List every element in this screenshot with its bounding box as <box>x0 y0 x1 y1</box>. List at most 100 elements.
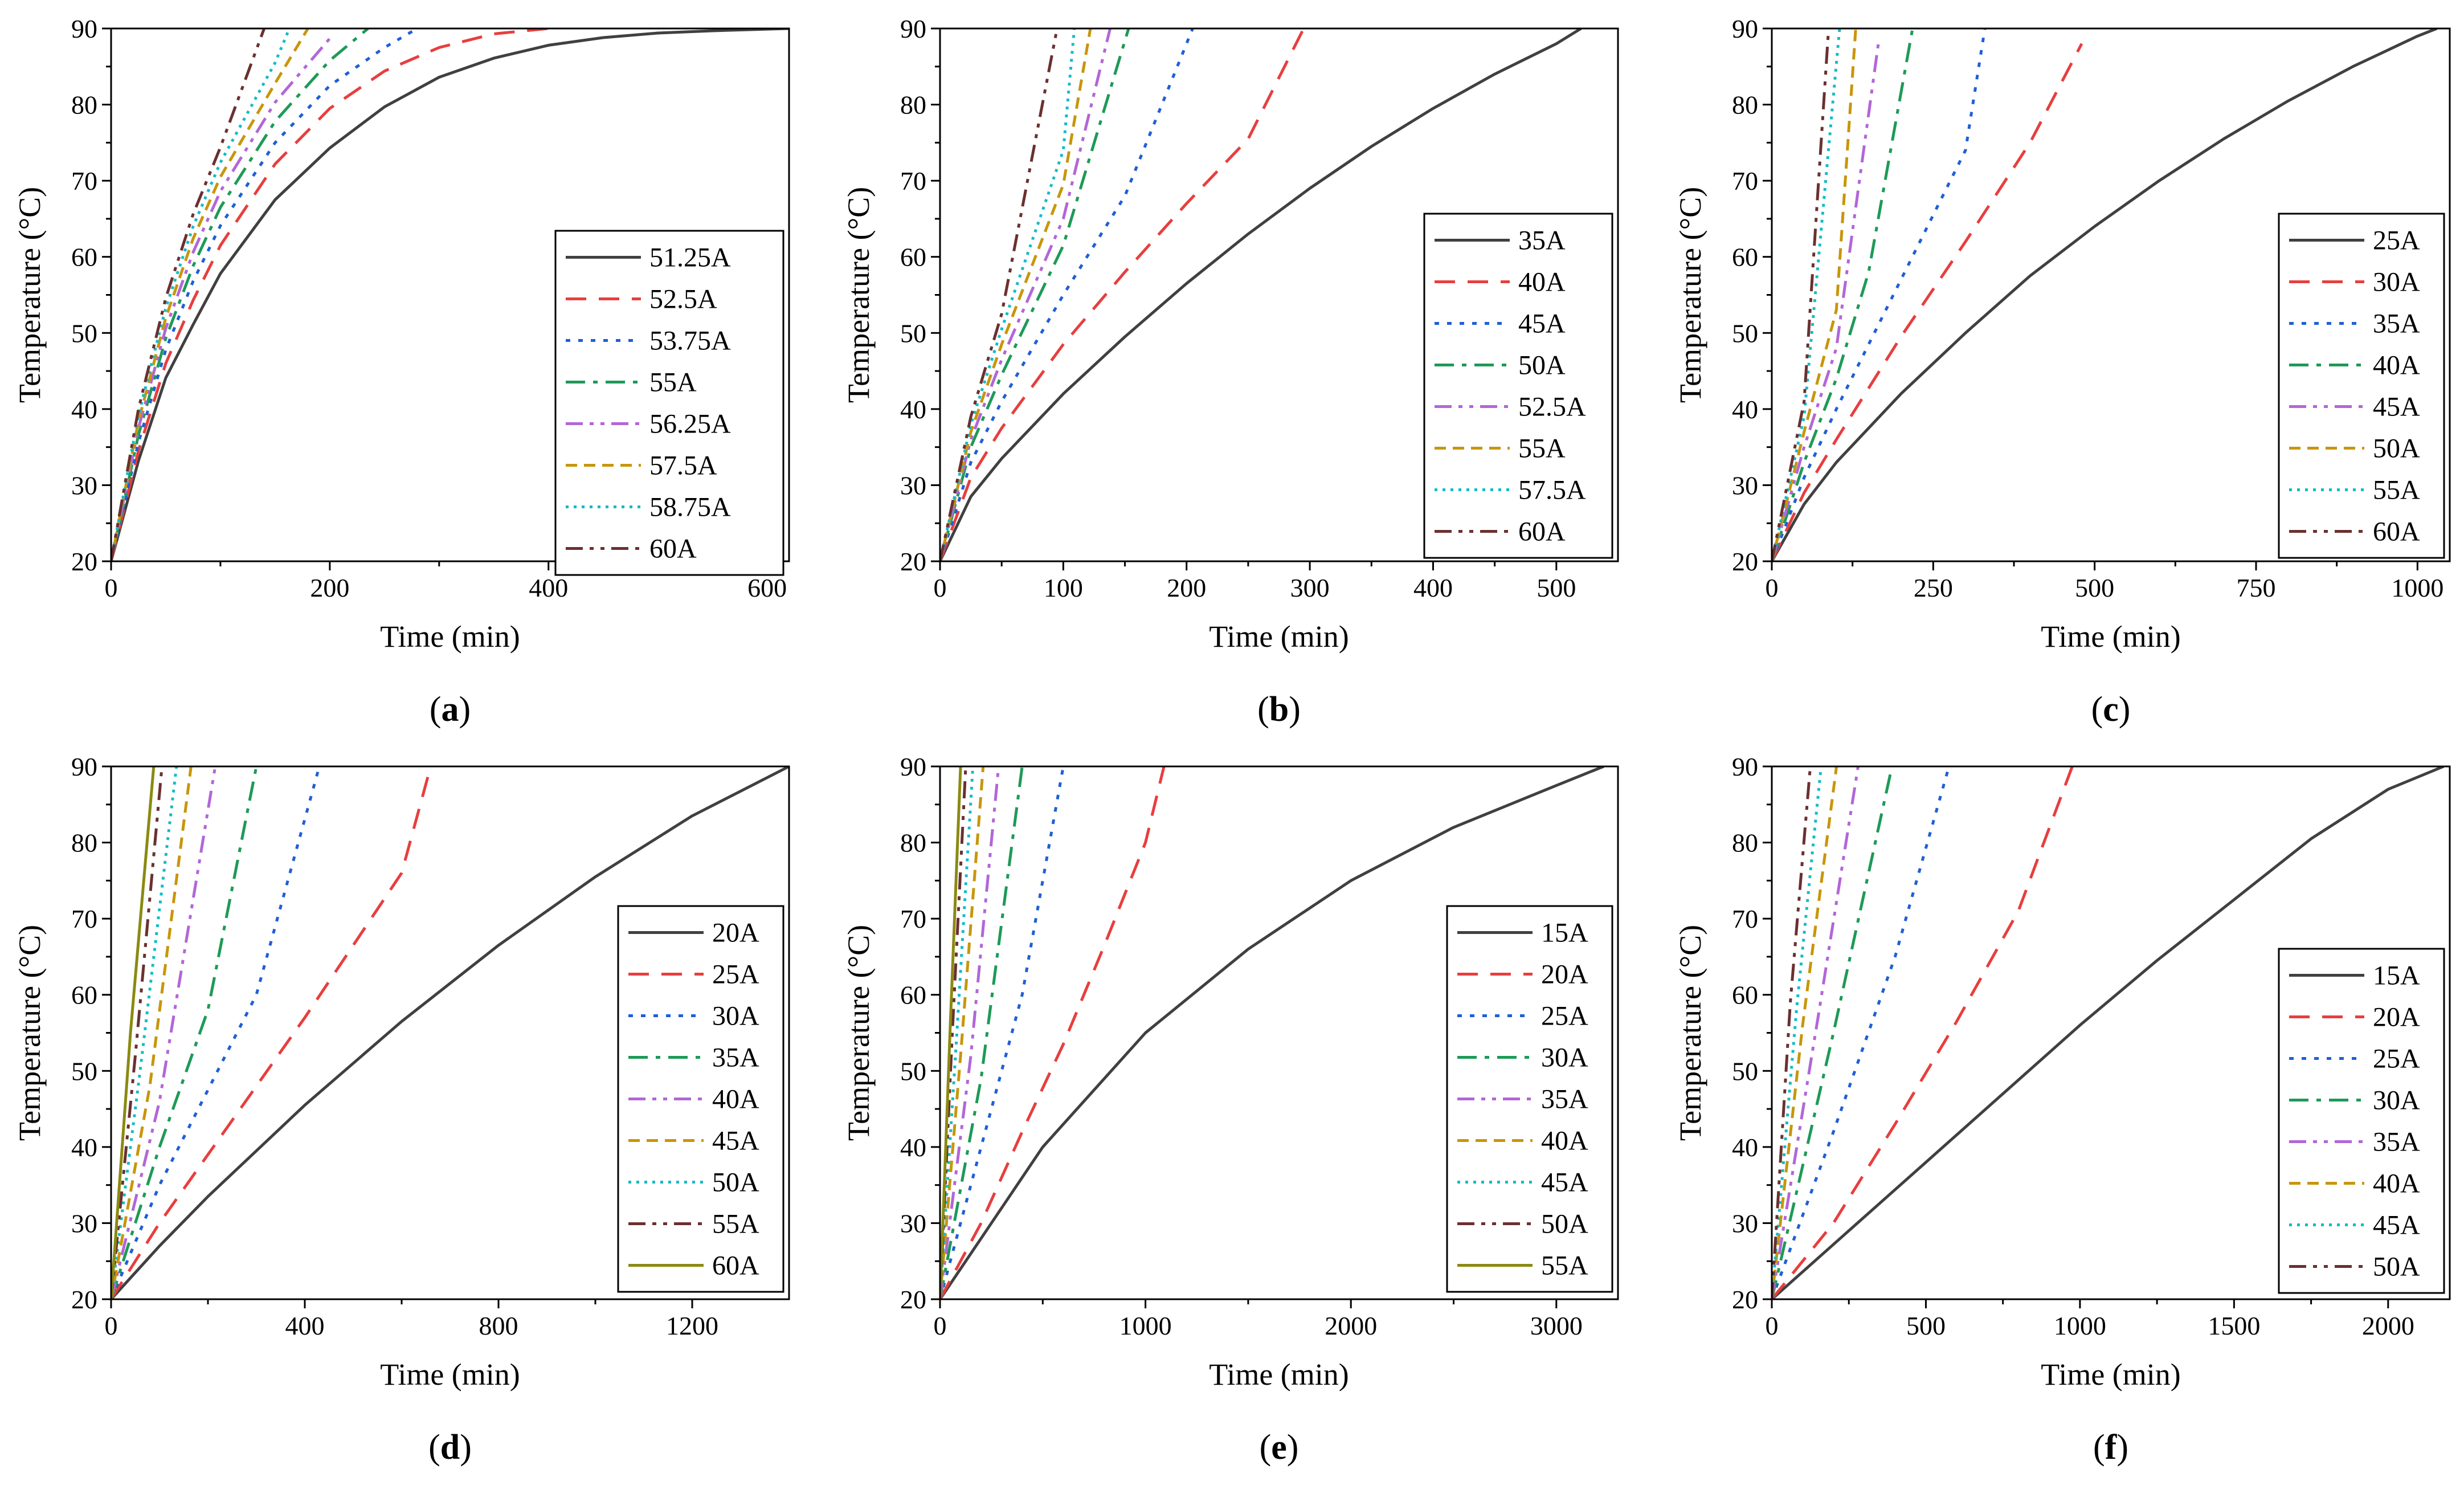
series-line-50A <box>111 766 178 1299</box>
x-tick-label: 400 <box>285 1311 325 1340</box>
panel-label-open: ( <box>2093 1428 2105 1467</box>
series-line-15A <box>1772 766 2445 1299</box>
series-line-55A <box>111 766 164 1299</box>
panel-label-open: ( <box>2091 690 2103 729</box>
legend-label: 50A <box>712 1168 759 1198</box>
series-line-52.5A <box>111 28 549 561</box>
y-tick-label: 30 <box>1732 471 1758 500</box>
y-tick-label: 80 <box>900 829 926 858</box>
panel-label-letter: d <box>440 1428 460 1467</box>
series-group <box>940 28 1582 561</box>
legend-label: 56.25A <box>649 409 731 439</box>
y-tick-label: 90 <box>1732 752 1758 781</box>
y-tick-label: 20 <box>900 547 926 576</box>
y-tick-label: 30 <box>1732 1209 1758 1238</box>
y-tick-label: 50 <box>1732 319 1758 348</box>
legend-box <box>2278 213 2445 559</box>
legend-label: 55A <box>649 368 697 398</box>
series-line-60A <box>940 28 1059 561</box>
y-tick-label: 30 <box>71 1209 97 1238</box>
series-line-40A <box>1772 766 1838 1299</box>
series-line-40A <box>940 766 985 1299</box>
legend-label: 45A <box>2373 392 2420 422</box>
x-tick-label: 800 <box>479 1311 518 1340</box>
x-axis-title: Time (min) <box>380 619 520 654</box>
y-tick-label: 90 <box>900 752 926 781</box>
panel-label-close: ) <box>459 690 471 729</box>
legend: 15A 20A 25A 30A 35A 40A 45A 50A 55A <box>1446 905 1613 1293</box>
x-tick-label: 750 <box>2237 573 2276 602</box>
y-tick-label: 90 <box>71 14 97 43</box>
y-tick-label: 70 <box>71 904 97 933</box>
x-axis-title: Time (min) <box>1209 1357 1349 1392</box>
legend-label: 35A <box>2373 1127 2420 1157</box>
legend-label: 45A <box>712 1126 759 1156</box>
panel-label-close: ) <box>1287 1428 1299 1467</box>
series-group <box>1772 28 2438 561</box>
series-line-53.75A <box>111 28 418 561</box>
series-line-25A <box>1772 28 2438 561</box>
panel-label: (a) <box>430 690 471 729</box>
legend-label: 58.75A <box>649 492 731 523</box>
legend-label: 40A <box>1518 267 1566 297</box>
series-group <box>1772 766 2445 1299</box>
panel-label-open: ( <box>428 1428 440 1467</box>
legend-label: 20A <box>712 918 759 948</box>
legend-label: 40A <box>2373 1169 2420 1199</box>
legend-label: 30A <box>712 1001 759 1031</box>
y-tick-label: 70 <box>900 166 926 195</box>
panel-label-open: ( <box>1260 1428 1272 1467</box>
panel-label: (e) <box>1260 1428 1299 1467</box>
panel-label: (b) <box>1257 690 1301 729</box>
y-tick-label: 60 <box>900 981 926 1010</box>
series-line-30A <box>940 766 1024 1299</box>
series-group <box>940 766 1604 1299</box>
y-tick-label: 60 <box>900 243 926 272</box>
series-line-35A <box>940 28 1582 561</box>
panel-label: (d) <box>428 1428 472 1467</box>
panel-label-letter: a <box>442 690 459 729</box>
legend-label: 40A <box>1541 1126 1588 1156</box>
y-tick-label: 20 <box>1732 1285 1758 1314</box>
y-axis-title: Temperature (°C) <box>1673 925 1707 1141</box>
y-tick-label: 20 <box>71 1285 97 1314</box>
legend-label: 25A <box>1541 1001 1588 1031</box>
series-line-55A <box>940 766 962 1299</box>
legend-label: 55A <box>1518 434 1566 464</box>
legend: 20A 25A 30A 35A 40A 45A 50A 55A 60A <box>617 905 784 1293</box>
series-line-35A <box>1772 766 1860 1299</box>
panel-label-letter: f <box>2105 1428 2118 1467</box>
y-tick-label: 90 <box>900 14 926 43</box>
legend-label: 50A <box>2373 434 2420 464</box>
legend-label: 45A <box>1541 1168 1588 1198</box>
legend-label: 30A <box>1541 1043 1588 1073</box>
x-tick-label: 3000 <box>1530 1311 1583 1340</box>
chart-panel-f: 0 500 1000 1500 2000 20 30 40 50 60 70 80 90 Time (mi… <box>1673 752 2451 1467</box>
chart-panel-c: 0 250 500 750 1000 20 30 40 50 60 70 80 90 Time (min)… <box>1673 14 2451 729</box>
y-tick-label: 20 <box>900 1285 926 1314</box>
series-line-45A <box>940 28 1194 561</box>
legend-box <box>1423 213 1613 559</box>
series-group <box>111 766 789 1299</box>
x-tick-label: 600 <box>747 573 787 602</box>
y-tick-label: 80 <box>1732 829 1758 858</box>
y-axis-title: Temperature (°C) <box>841 187 876 403</box>
legend-label: 57.5A <box>1518 475 1586 505</box>
chart-panel-e: 0 1000 2000 3000 20 30 40 50 60 70 80 90 Time (min) T… <box>841 752 1619 1467</box>
series-line-60A <box>1772 28 1830 561</box>
series-line-30A <box>1772 43 2083 561</box>
x-tick-label: 0 <box>105 1311 118 1340</box>
legend-label: 51.25A <box>649 243 731 273</box>
x-tick-label: 0 <box>934 1311 947 1340</box>
y-axis-title: Temperature (°C) <box>841 925 876 1141</box>
series-line-57.5A <box>940 28 1076 561</box>
panel-label-close: ) <box>2116 1428 2128 1467</box>
series-line-25A <box>1772 766 1951 1299</box>
legend-label: 50A <box>2373 1252 2420 1282</box>
series-line-60A <box>111 766 156 1299</box>
y-axis-title: Temperature (°C) <box>1673 187 1707 403</box>
series-line-40A <box>940 28 1305 561</box>
legend-label: 15A <box>2373 961 2420 991</box>
x-tick-label: 300 <box>1290 573 1330 602</box>
